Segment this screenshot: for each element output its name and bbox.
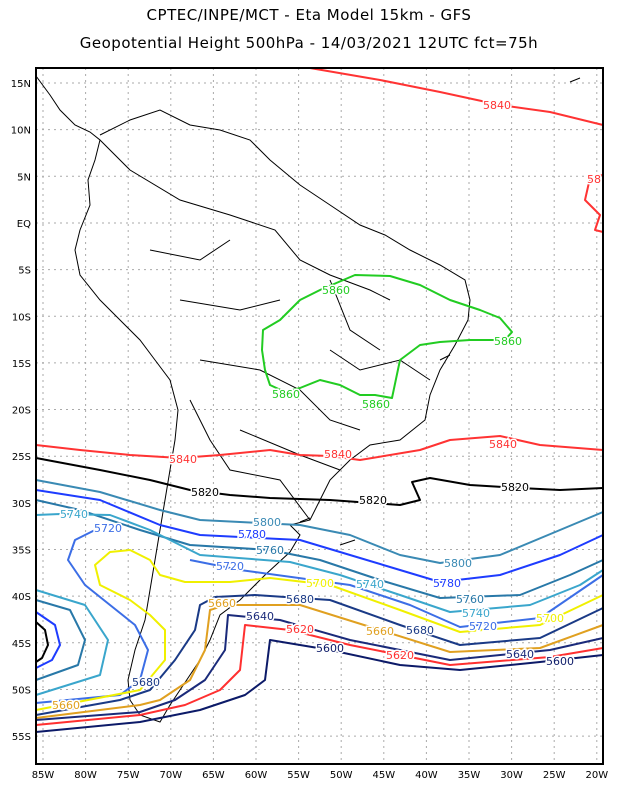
- lat-tick-label: 5N: [17, 172, 31, 183]
- contour-5760: [35, 499, 604, 599]
- chart-subtitle: Geopotential Height 500hPa - 14/03/2021 …: [79, 34, 539, 52]
- lon-tick-label: 45W: [372, 770, 395, 781]
- contour-label-5740: 5740: [462, 607, 490, 620]
- lon-tick-label: 70W: [159, 770, 182, 781]
- contour-label-5860: 5860: [494, 335, 522, 348]
- contour-5780: [35, 489, 604, 583]
- lat-tick-label: 15S: [12, 359, 31, 370]
- contour-label-5740: 5740: [60, 508, 88, 521]
- lat-tick-label: 25S: [12, 452, 31, 463]
- contour-label-5760: 5760: [256, 544, 284, 557]
- contour-label-5660: 5660: [52, 699, 80, 712]
- contour-label-5860: 5860: [272, 388, 300, 401]
- lat-tick-label: 30S: [12, 499, 31, 510]
- contour-label-5680: 5680: [286, 593, 314, 606]
- contour-label-5760: 5760: [456, 593, 484, 606]
- lon-tick-label: 80W: [74, 770, 97, 781]
- lat-tick-label: EQ: [17, 219, 31, 230]
- graticule: [36, 68, 603, 764]
- lon-tick-label: 20W: [585, 770, 608, 781]
- contour-label-5660: 5660: [208, 597, 236, 610]
- contour-5600: [35, 639, 604, 733]
- lat-tick-label: 50S: [12, 685, 31, 696]
- contour-label-5600: 5600: [546, 655, 574, 668]
- contour-label-5700: 5700: [536, 612, 564, 625]
- contour-label-5720: 5720: [94, 522, 122, 535]
- contour-label-5800: 5800: [253, 516, 281, 529]
- contour-label-5860: 5860: [362, 398, 390, 411]
- contour-label-5820: 5820: [359, 494, 387, 507]
- contour-label-5740: 5740: [356, 578, 384, 591]
- lon-tick-label: 30W: [500, 770, 523, 781]
- lat-tick-label: 10S: [12, 312, 31, 323]
- contour-5620: [35, 624, 604, 726]
- contour-label-5840: 5840: [324, 448, 352, 461]
- contour-label-5660: 5660: [366, 625, 394, 638]
- lat-tick-label: 20S: [12, 406, 31, 417]
- lon-tick-label: 60W: [245, 770, 268, 781]
- lat-tick-label: 45S: [12, 639, 31, 650]
- lon-tick-label: 35W: [458, 770, 481, 781]
- contour-label-5720: 5720: [469, 620, 497, 633]
- contour-5860: [261, 274, 513, 399]
- lon-tick-label: 55W: [287, 770, 310, 781]
- contour-label-5620: 5620: [286, 623, 314, 636]
- lon-tick-label: 25W: [543, 770, 566, 781]
- contour-label-5820: 5820: [501, 481, 529, 494]
- contour-labels: 5840 58 5860 5860 5860 5860 5840 5840 5840 5820 58…: [51, 98, 603, 714]
- axis-labels: 85W 80W 75W 70W 65W 60W 55W 50W 45W 40W 35W 30W 25W 2…: [11, 79, 608, 781]
- lat-tick-label: 55S: [12, 732, 31, 743]
- contour-label-5700: 5700: [306, 577, 334, 590]
- contour-5740: [35, 513, 604, 613]
- contours: [35, 67, 604, 733]
- contour-5680: [35, 594, 604, 716]
- contour-label-5720: 5720: [216, 560, 244, 573]
- lat-tick-label: 10N: [11, 126, 31, 137]
- contour-label-5680: 5680: [132, 676, 160, 689]
- contour-label-58: 58: [587, 173, 601, 186]
- contour-5840-east: [584, 174, 604, 233]
- lat-tick-label: 15N: [11, 79, 31, 90]
- contour-5720: [35, 529, 604, 704]
- contour-label-5780: 5780: [238, 528, 266, 541]
- lon-tick-label: 85W: [32, 770, 55, 781]
- lon-tick-label: 75W: [117, 770, 140, 781]
- lat-tick-label: 40S: [12, 592, 31, 603]
- map-frame: [35, 67, 604, 765]
- contour-5660: [35, 604, 604, 719]
- contour-5640: [35, 614, 604, 721]
- contour-label-5640: 5640: [506, 648, 534, 661]
- contour-5840-north: [309, 67, 604, 126]
- contour-5800: [35, 479, 604, 564]
- contour-label-5780: 5780: [433, 577, 461, 590]
- contour-5820: [35, 457, 604, 506]
- lat-tick-label: 35S: [12, 546, 31, 557]
- lon-tick-label: 50W: [330, 770, 353, 781]
- contour-label-5820: 5820: [191, 486, 219, 499]
- contour-5840: [35, 435, 604, 461]
- contour-label-5840: 5840: [169, 453, 197, 466]
- lat-tick-label: 5S: [18, 266, 31, 277]
- contour-label-5860: 5860: [322, 284, 350, 297]
- contour-5820-low: [35, 621, 49, 663]
- lon-tick-label: 65W: [202, 770, 225, 781]
- lon-tick-label: 40W: [415, 770, 438, 781]
- contour-label-5640: 5640: [246, 610, 274, 623]
- contour-label-5680: 5680: [406, 624, 434, 637]
- contour-5780-west: [35, 611, 61, 669]
- contour-label-5840: 5840: [489, 438, 517, 451]
- contour-5740-west: [35, 589, 109, 696]
- contour-label-5620: 5620: [386, 649, 414, 662]
- contour-5700: [35, 549, 604, 711]
- contour-5760-west: [35, 599, 86, 681]
- contour-label-5840: 5840: [483, 99, 511, 112]
- contour-label-5600: 5600: [316, 642, 344, 655]
- contour-label-5800: 5800: [444, 557, 472, 570]
- chart-title: CPTEC/INPE/MCT - Eta Model 15km - GFS: [146, 6, 472, 24]
